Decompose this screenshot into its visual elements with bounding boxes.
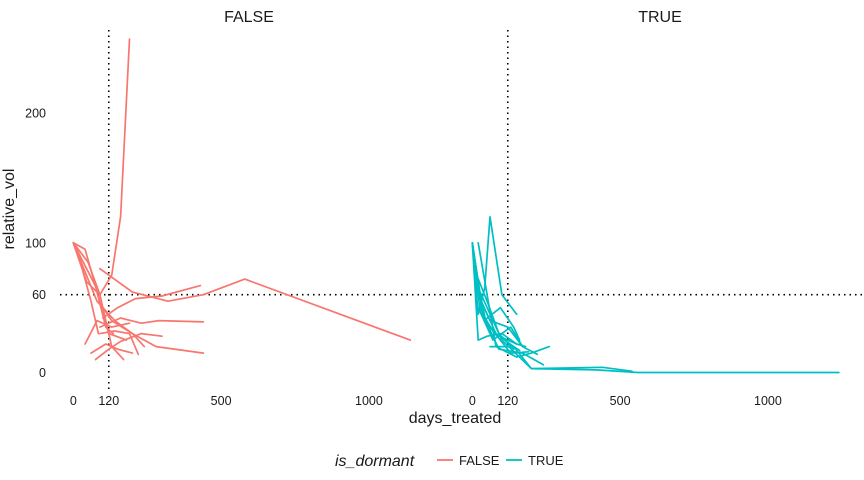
series-line-false-12 — [99, 330, 140, 356]
y-tick-label-1: 60 — [32, 288, 46, 302]
series-line-true-10 — [477, 241, 551, 358]
y-tick-label-2: 100 — [25, 236, 46, 250]
series-line-true-13 — [474, 280, 840, 374]
facet-strip-true: TRUE — [638, 9, 682, 26]
series-line-false-6 — [99, 267, 412, 341]
series-line-false-4 — [72, 38, 131, 296]
legend: is_dormant FALSE TRUE — [335, 453, 564, 470]
series-line-false-7 — [102, 284, 202, 319]
facet-panel-false: 0 120 500 1000 — [60, 30, 465, 408]
facet-panel-true: 0 120 500 1000 — [459, 30, 864, 408]
x-tick-label-false-3: 1000 — [355, 394, 383, 408]
series-line-false-11 — [94, 332, 163, 361]
series-line-true-6 — [471, 241, 518, 345]
legend-label-false: FALSE — [459, 453, 500, 468]
facet-strip-false: FALSE — [224, 9, 274, 26]
x-tick-label-true-0: 0 — [469, 394, 476, 408]
x-tick-label-false-1: 120 — [98, 394, 119, 408]
y-tick-label-0: 0 — [39, 366, 46, 380]
legend-label-true: TRUE — [528, 453, 564, 468]
series-line-true-1 — [471, 215, 518, 316]
series-line-true-9 — [472, 261, 545, 366]
x-tick-label-true-2: 500 — [610, 394, 631, 408]
series-line-false-13 — [102, 306, 146, 348]
x-tick-label-true-1: 120 — [497, 394, 518, 408]
x-tick-label-false-0: 0 — [70, 394, 77, 408]
y-axis-title: relative_vol — [1, 169, 18, 250]
x-axis-title: days_treated — [409, 410, 502, 427]
legend-title: is_dormant — [335, 453, 415, 470]
series-line-false-14 — [72, 241, 115, 335]
x-tick-label-true-3: 1000 — [754, 394, 782, 408]
series-line-true-11 — [477, 306, 539, 356]
x-tick-label-false-2: 500 — [211, 394, 232, 408]
y-axis: 0 60 100 200 — [25, 107, 46, 380]
y-tick-label-3: 200 — [25, 107, 46, 121]
